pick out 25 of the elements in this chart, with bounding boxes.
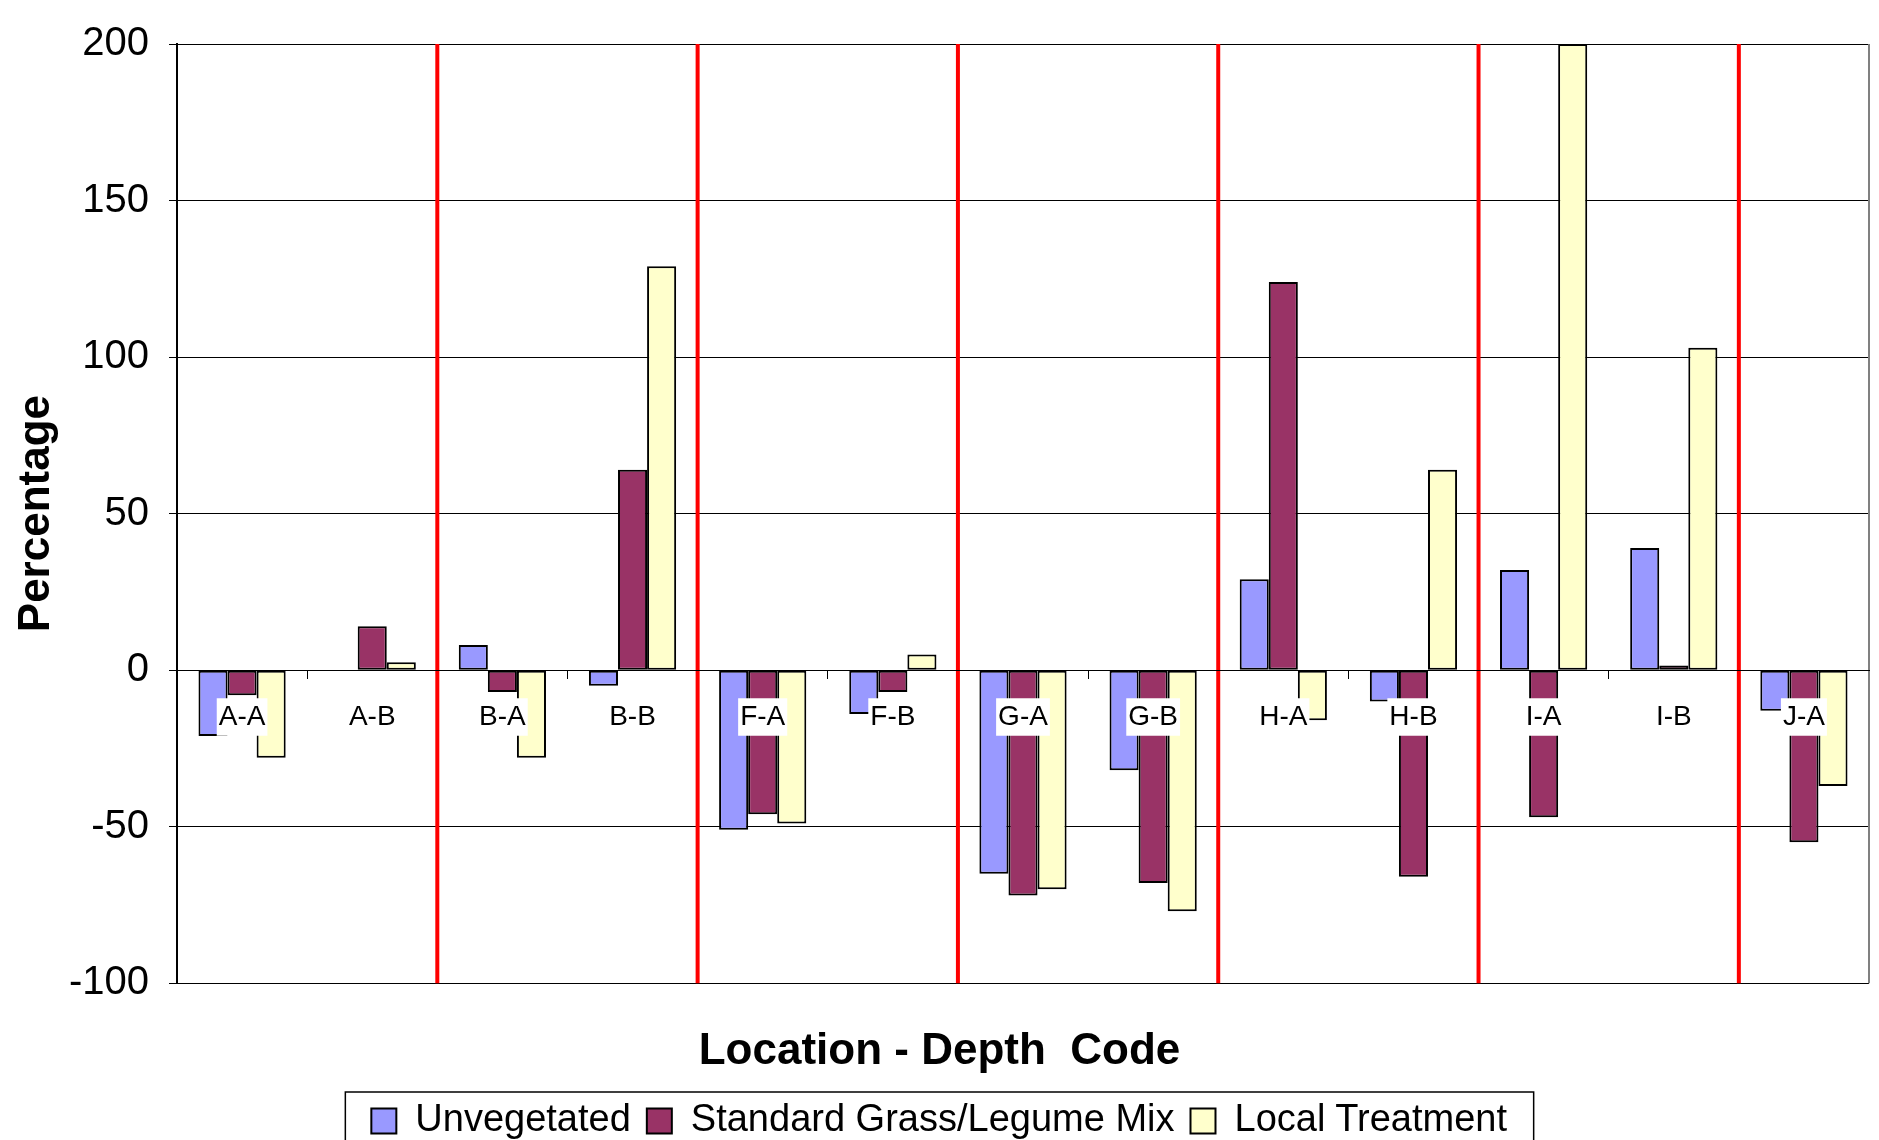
y-tick-label: 100 [82,332,149,377]
x-tick-label: I-A [1525,699,1562,731]
x-tick-label: J-A [1782,699,1826,731]
y-tick-label: 50 [104,488,149,533]
x-tick-label: A-A [218,699,266,731]
x-tick-label: H-A [1259,699,1308,731]
y-axis-title: Percentage [8,394,58,633]
x-tick-label: F-A [740,699,786,731]
y-tick-label: 200 [82,19,149,64]
x-tick-label: B-B [609,699,656,731]
y-tick-label: 0 [126,645,149,690]
x-tick-label: B-A [479,699,527,731]
y-tick-label: -100 [68,958,149,1003]
x-tick-label: A-B [348,699,396,731]
legend-label: Local Treatment [1234,1097,1508,1140]
x-tick-label: G-B [1128,699,1179,731]
y-tick-label: -50 [91,801,149,846]
x-tick-label: H-B [1389,699,1438,731]
legend-label: Unvegetated [415,1097,631,1140]
x-tick-label: I-B [1655,699,1692,731]
x-tick-label: F-B [870,699,916,731]
y-tick-label: 150 [82,175,149,220]
legend-label: Standard Grass/Legume Mix [690,1097,1175,1140]
x-axis-title: Location - Depth Code [698,1023,1181,1073]
x-tick-label: G-A [998,699,1049,731]
